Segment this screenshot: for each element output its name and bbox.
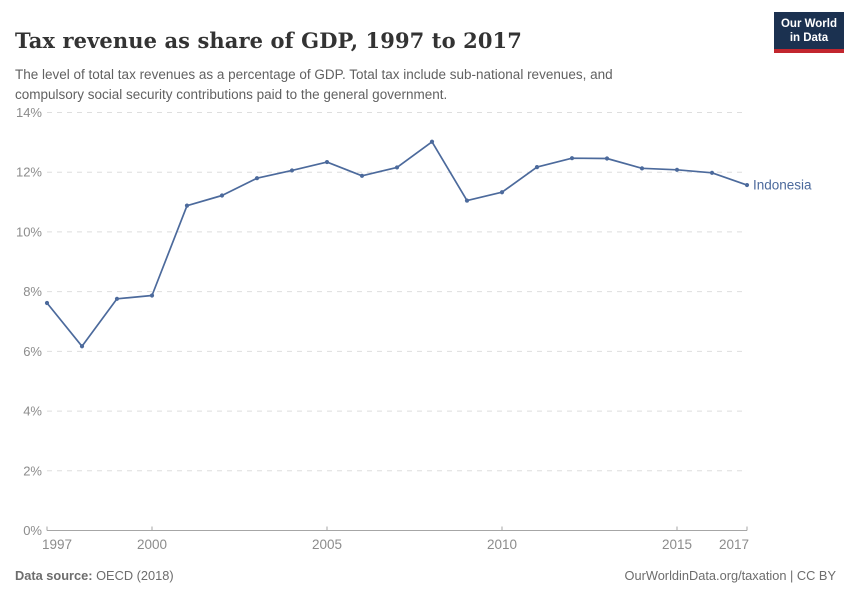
data-source: Data source: OECD (2018) [15, 568, 174, 583]
series-end-label: Indonesia [753, 178, 812, 193]
data-source-value: OECD (2018) [92, 568, 174, 583]
data-point [289, 168, 295, 173]
x-tick-label: 2017 [719, 537, 749, 552]
data-point [534, 165, 540, 170]
y-tick-label: 14% [16, 105, 42, 120]
data-point [569, 156, 575, 161]
data-point [219, 193, 225, 198]
chart-subtitle-line1: The level of total tax revenues as a per… [15, 66, 613, 82]
data-point [79, 344, 85, 349]
x-tick-label: 2000 [137, 537, 167, 552]
owid-logo-line1: Our World [780, 18, 837, 30]
x-tick-label: 2015 [662, 537, 692, 552]
data-point [254, 176, 260, 181]
x-tick-label: 1997 [42, 537, 72, 552]
chart-footer: Data source: OECD (2018) OurWorldinData.… [15, 568, 836, 583]
x-tick-label: 2010 [487, 537, 517, 552]
data-point [394, 165, 400, 170]
data-point [604, 156, 610, 161]
data-point [744, 182, 750, 188]
data-point [674, 167, 680, 172]
y-tick-label: 0% [23, 523, 42, 538]
y-tick-label: 10% [16, 224, 42, 239]
x-tick-label: 2005 [312, 537, 342, 552]
credit-link[interactable]: OurWorldinData.org/taxation | CC BY [624, 568, 836, 583]
data-point [359, 173, 365, 178]
data-point [639, 166, 645, 171]
chart-subtitle: The level of total tax revenues as a per… [15, 65, 715, 106]
y-tick-label: 4% [23, 404, 42, 419]
chart-title: Tax revenue as share of GDP, 1997 to 201… [15, 28, 522, 54]
data-point [499, 190, 505, 195]
data-point [429, 139, 435, 144]
data-point [464, 198, 470, 203]
data-point [44, 300, 50, 306]
y-tick-label: 2% [23, 463, 42, 478]
data-point [114, 296, 120, 301]
data-point [149, 293, 155, 298]
y-tick-label: 12% [16, 165, 42, 180]
data-point [324, 159, 330, 165]
owid-logo-line2: in Data [789, 32, 829, 45]
y-tick-label: 6% [23, 344, 42, 359]
data-point [709, 170, 715, 175]
owid-logo[interactable]: Our World in Data [773, 12, 844, 53]
data-source-label: Data source: [15, 568, 93, 583]
chart-subtitle-line2: compulsory social security contributions… [15, 86, 448, 102]
data-point [184, 203, 190, 208]
y-tick-label: 8% [23, 284, 42, 299]
